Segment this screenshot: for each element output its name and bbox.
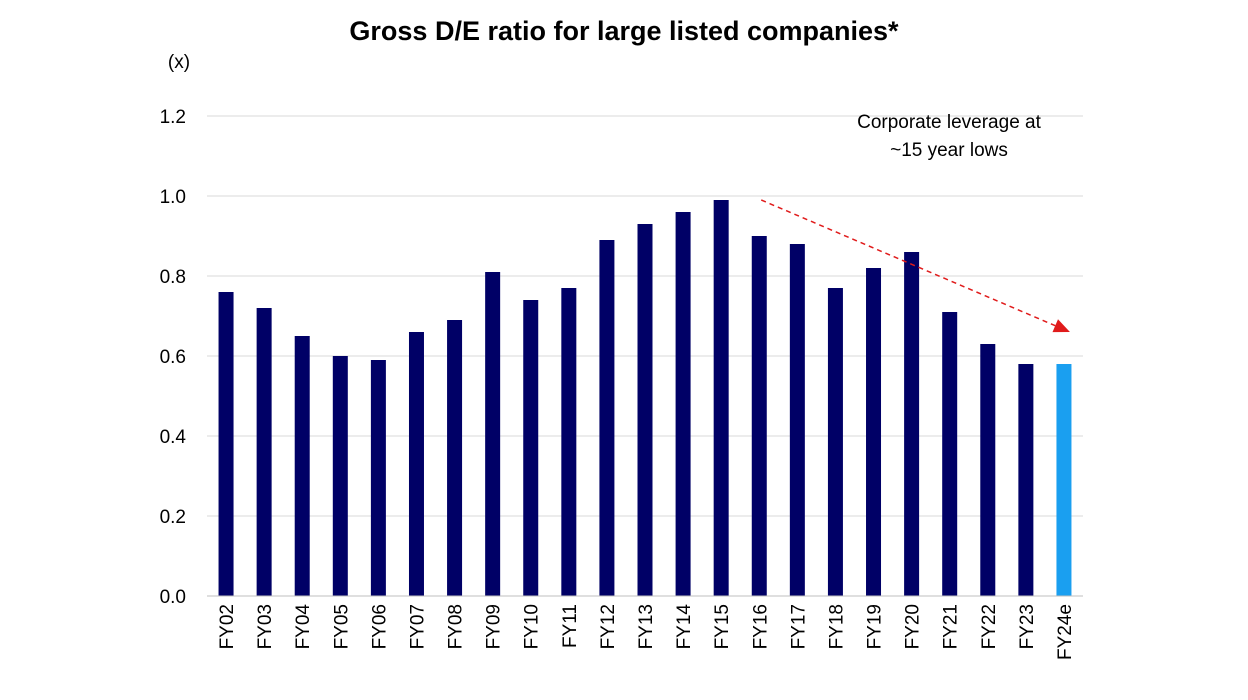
x-tick-label: FY07 bbox=[407, 604, 428, 649]
x-tick-label: FY23 bbox=[1017, 604, 1038, 649]
y-tick-label: 0.8 bbox=[160, 267, 186, 288]
x-tick-label: FY08 bbox=[446, 604, 467, 649]
bar bbox=[751, 236, 767, 596]
bar bbox=[789, 244, 805, 596]
bar bbox=[485, 272, 501, 596]
bar bbox=[561, 288, 577, 596]
bar bbox=[294, 336, 310, 596]
trend-arrow-head bbox=[1052, 319, 1070, 333]
x-tick-label: FY11 bbox=[560, 604, 581, 648]
bars bbox=[218, 200, 1072, 596]
bar bbox=[408, 332, 424, 596]
bar bbox=[980, 344, 996, 596]
chart-title: Gross D/E ratio for large listed compani… bbox=[349, 16, 899, 46]
bar bbox=[523, 300, 539, 596]
x-tick-label: FY14 bbox=[674, 604, 695, 650]
x-tick-label: FY05 bbox=[331, 604, 352, 649]
bar bbox=[675, 212, 691, 596]
y-tick-label: 0.2 bbox=[160, 507, 186, 528]
bar bbox=[256, 308, 272, 596]
bar bbox=[1018, 364, 1034, 596]
x-tick-label: FY12 bbox=[598, 604, 619, 649]
x-tick-label: FY21 bbox=[941, 604, 962, 649]
y-unit-label: (x) bbox=[168, 52, 190, 73]
y-tick-label: 0.4 bbox=[160, 427, 187, 448]
bar bbox=[942, 312, 958, 596]
x-tick-label: FY18 bbox=[826, 604, 847, 649]
y-axis-ticks: 0.0 0.2 0.4 0.6 0.8 1.0 1.2 bbox=[160, 107, 187, 608]
x-tick-label: FY02 bbox=[217, 604, 238, 649]
annotation-line-1: Corporate leverage at bbox=[857, 112, 1041, 133]
y-tick-label: 1.2 bbox=[160, 107, 186, 128]
bar bbox=[904, 252, 920, 596]
x-tick-label: FY24e bbox=[1055, 604, 1076, 660]
x-tick-label: FY06 bbox=[369, 604, 390, 649]
bar bbox=[827, 288, 843, 596]
x-tick-label: FY20 bbox=[903, 604, 924, 649]
x-tick-label: FY19 bbox=[865, 604, 886, 649]
trend-arrow bbox=[760, 199, 1070, 333]
x-tick-label: FY15 bbox=[712, 604, 733, 649]
x-tick-label: FY04 bbox=[293, 604, 314, 650]
y-tick-label: 0.0 bbox=[160, 587, 186, 608]
annotation-line-2: ~15 year lows bbox=[890, 140, 1008, 161]
bar bbox=[370, 360, 386, 596]
x-axis-ticks: FY02 FY03 FY04 FY05 FY06 FY07 FY08 FY09 FY10 FY11… bbox=[217, 604, 1076, 660]
y-tick-label: 0.6 bbox=[160, 347, 186, 368]
x-tick-label: FY22 bbox=[979, 604, 1000, 649]
bar bbox=[866, 268, 882, 596]
x-tick-label: FY16 bbox=[750, 604, 771, 649]
bar bbox=[713, 200, 729, 596]
bar bbox=[218, 292, 234, 596]
x-tick-label: FY09 bbox=[484, 604, 505, 649]
bar-estimate bbox=[1056, 364, 1072, 596]
x-tick-label: FY17 bbox=[788, 604, 809, 649]
x-tick-label: FY13 bbox=[636, 604, 657, 649]
x-tick-label: FY10 bbox=[522, 604, 543, 649]
bar bbox=[447, 320, 463, 596]
bar bbox=[637, 224, 653, 596]
x-tick-label: FY03 bbox=[255, 604, 276, 649]
y-tick-label: 1.0 bbox=[160, 187, 186, 208]
bar bbox=[599, 240, 615, 596]
bar bbox=[332, 356, 348, 596]
